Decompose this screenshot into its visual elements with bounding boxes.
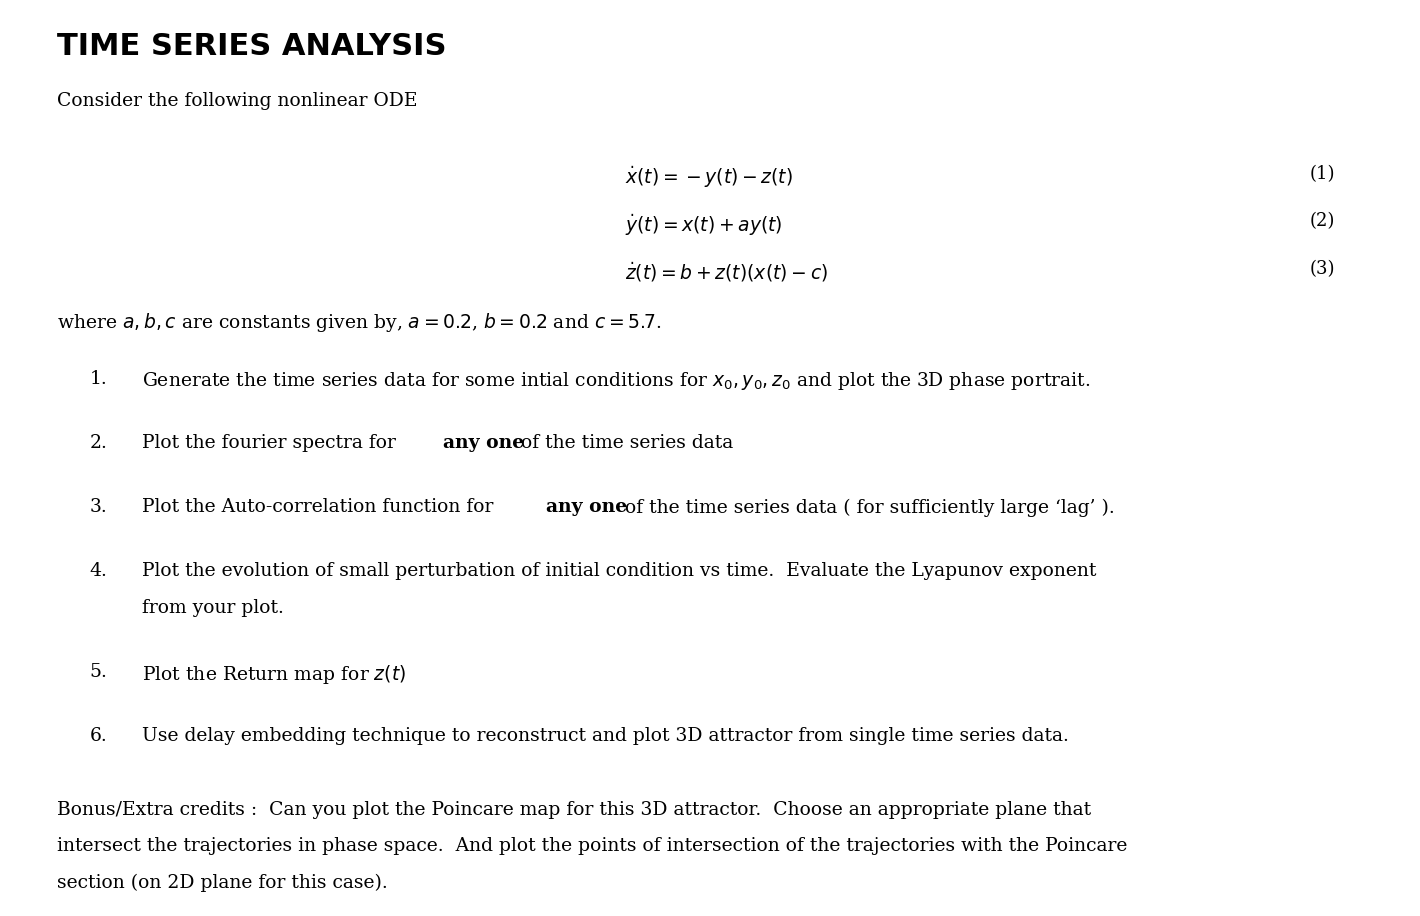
Text: Bonus/Extra credits :  Can you plot the Poincare map for this 3D attractor.  Cho: Bonus/Extra credits : Can you plot the P… [57,801,1091,819]
Text: 6.: 6. [89,727,108,746]
Text: where $a, b, c$ are constants given by, $a = 0.2$, $b = 0.2$ and $c = 5.7$.: where $a, b, c$ are constants given by, … [57,311,662,334]
Text: Plot the fourier spectra for: Plot the fourier spectra for [142,434,402,453]
Text: 3.: 3. [89,498,108,517]
Text: $\dot{z}(t) = b + z(t)(x(t) - c)$: $\dot{z}(t) = b + z(t)(x(t) - c)$ [625,260,828,284]
Text: Generate the time series data for some intial conditions for $x_0, y_0, z_0$ and: Generate the time series data for some i… [142,370,1091,392]
Text: (3): (3) [1309,260,1335,278]
Text: Plot the Return map for $z(t)$: Plot the Return map for $z(t)$ [142,663,406,686]
Text: Plot the evolution of small perturbation of initial condition vs time.  Evaluate: Plot the evolution of small perturbation… [142,562,1096,581]
Text: 2.: 2. [89,434,108,453]
Text: any one: any one [547,498,628,517]
Text: of the time series data ( for sufficiently large ‘lag’ ).: of the time series data ( for sufficient… [619,498,1115,517]
Text: 5.: 5. [89,663,108,682]
Text: $\dot{y}(t) = x(t) + ay(t)$: $\dot{y}(t) = x(t) + ay(t)$ [625,213,782,238]
Text: Use delay embedding technique to reconstruct and plot 3D attractor from single t: Use delay embedding technique to reconst… [142,727,1069,746]
Text: Consider the following nonlinear ODE: Consider the following nonlinear ODE [57,92,417,110]
Text: (1): (1) [1309,165,1335,183]
Text: 1.: 1. [89,370,108,388]
Text: any one: any one [443,434,524,453]
Text: $\dot{x}(t) = -y(t) - z(t)$: $\dot{x}(t) = -y(t) - z(t)$ [625,165,792,191]
Text: intersect the trajectories in phase space.  And plot the points of intersection : intersect the trajectories in phase spac… [57,837,1127,856]
Text: (2): (2) [1309,213,1335,231]
Text: TIME SERIES ANALYSIS: TIME SERIES ANALYSIS [57,32,446,61]
Text: 4.: 4. [89,562,108,581]
Text: Plot the Auto-correlation function for: Plot the Auto-correlation function for [142,498,500,517]
Text: of the time series data: of the time series data [515,434,733,453]
Text: section (on 2D plane for this case).: section (on 2D plane for this case). [57,874,388,892]
Text: from your plot.: from your plot. [142,599,284,617]
